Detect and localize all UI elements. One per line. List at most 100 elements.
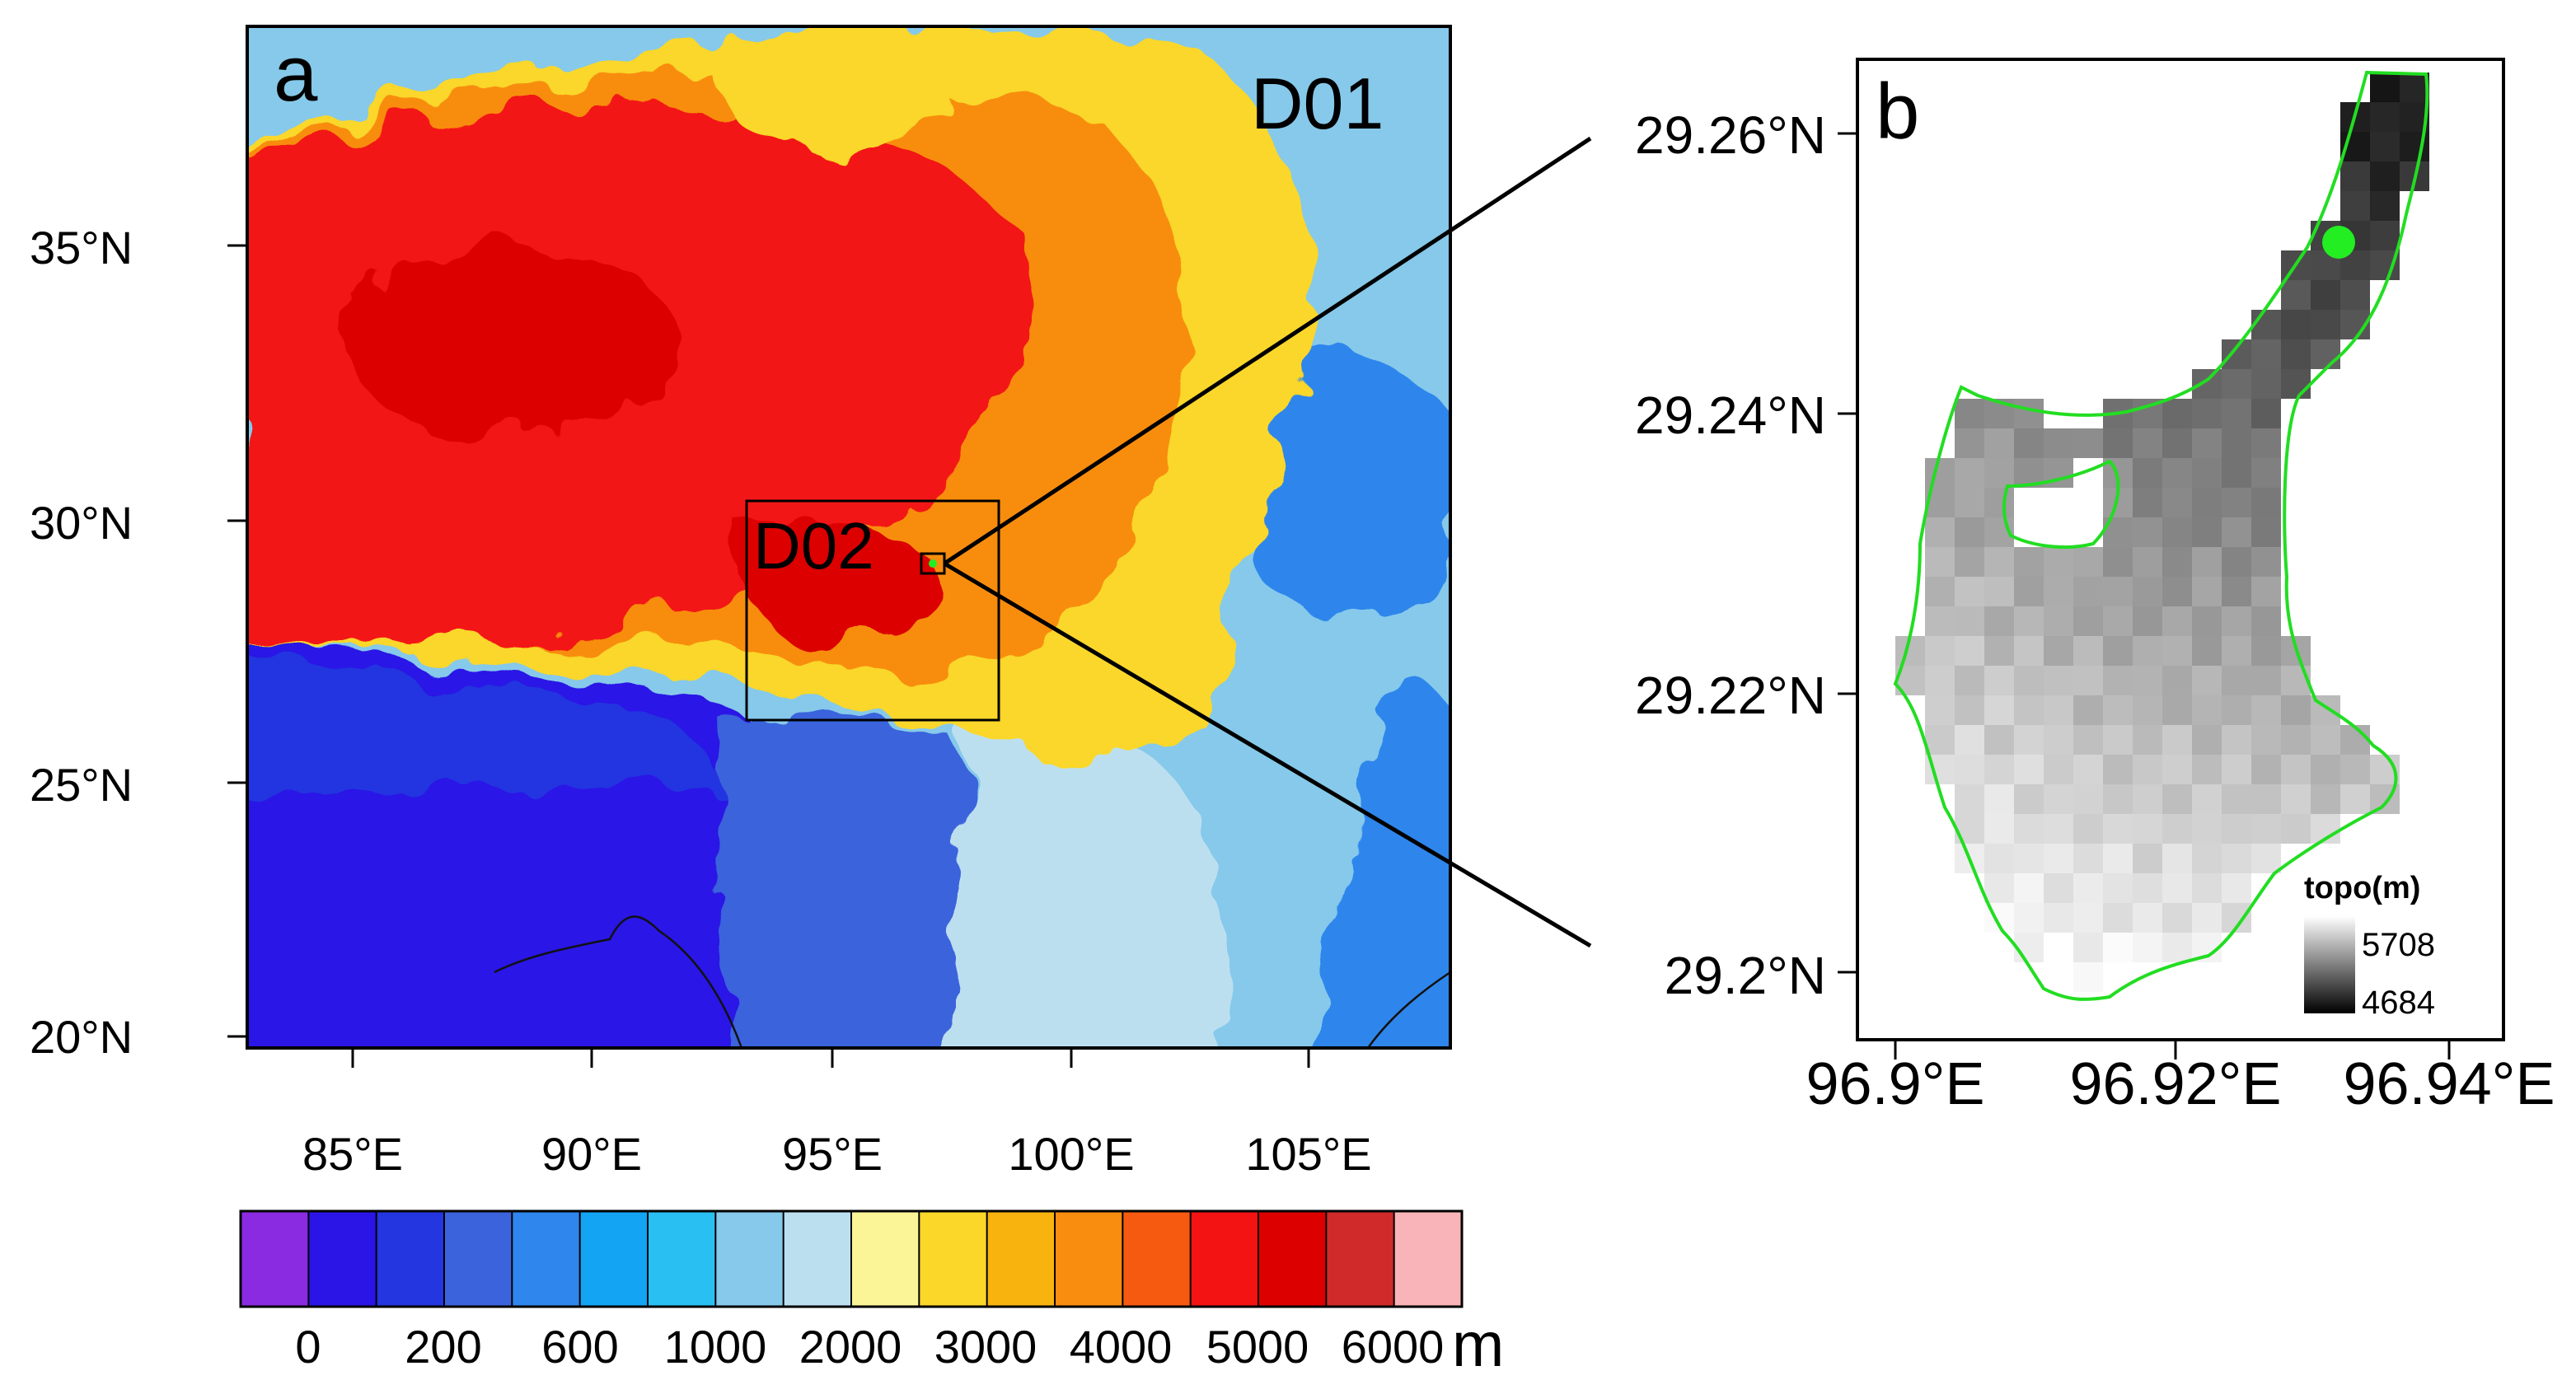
- topo-cell: [2222, 547, 2251, 577]
- topo-cell: [2192, 458, 2222, 488]
- topo-cell: [2222, 844, 2251, 873]
- topo-cell: [2044, 844, 2073, 873]
- topo-cell: [2162, 428, 2192, 458]
- topo-cell: [1925, 458, 1955, 488]
- topo-cell: [2340, 755, 2370, 784]
- topo-cell: [2103, 666, 2133, 695]
- topo-cell: [2192, 636, 2222, 666]
- panel-b-lon-axis: 96.9°E 96.92°E 96.94°E: [1806, 1040, 2555, 1117]
- topo-cell: [2311, 784, 2340, 814]
- topo-cell: [1955, 458, 1984, 488]
- topo-cell: [2222, 755, 2251, 784]
- lon-tick-label: 96.94°E: [2344, 1051, 2555, 1117]
- topo-cell: [1955, 428, 1984, 458]
- topo-cell: [2044, 962, 2073, 992]
- topo-cell: [2103, 903, 2133, 933]
- topo-cell: [2103, 725, 2133, 755]
- topo-cell: [2370, 161, 2400, 191]
- topo-cell: [2103, 755, 2133, 784]
- yunnan-light: [941, 709, 1226, 1048]
- topo-cell: [2073, 962, 2103, 992]
- colorbar-cell: [511, 1210, 582, 1307]
- topo-cell: [2370, 73, 2400, 102]
- topo-cell: [1955, 606, 1984, 636]
- topo-cell: [2340, 280, 2370, 310]
- topo-cell: [2103, 577, 2133, 606]
- topo-cell: [2014, 844, 2044, 873]
- panel-a-lat-axis: 35°N 30°N 25°N 20°N: [30, 222, 247, 1063]
- domain-d02-label: D02: [753, 509, 874, 582]
- topo-cell: [2251, 844, 2281, 873]
- topo-cell: [2311, 725, 2340, 755]
- topo-cell: [2281, 369, 2311, 399]
- colorbar-cell: [375, 1210, 446, 1307]
- basin-outline: [1893, 70, 2429, 1001]
- topo-cell: [2162, 933, 2192, 962]
- topo-cell: [2222, 458, 2251, 488]
- topo-cell: [2133, 458, 2162, 488]
- topo-cell: [2192, 844, 2222, 873]
- topo-cell: [2192, 577, 2222, 606]
- colorbar-label: 0: [295, 1321, 321, 1373]
- topo-cell: [2103, 784, 2133, 814]
- topo-cell: [2162, 636, 2192, 666]
- topo-cell: [1984, 458, 2014, 488]
- topo-cell: [2251, 458, 2281, 488]
- topo-cell: [2222, 725, 2251, 755]
- topo-cell: [2192, 488, 2222, 517]
- topo-cell: [2192, 399, 2222, 428]
- topo-cell: [2162, 903, 2192, 933]
- colorbar-label: 5000: [1206, 1321, 1309, 1373]
- topo-cell: [2133, 488, 2162, 517]
- colorbar-cell: [1189, 1210, 1260, 1307]
- colorbar-label: 1000: [664, 1321, 767, 1373]
- topo-cell: [2192, 695, 2222, 725]
- topo-cell: [2014, 784, 2044, 814]
- colorbar-label: 4000: [1070, 1321, 1173, 1373]
- colorbar: 0 200 600 1000 2000 3000 4000 5000 6000 …: [239, 1209, 1504, 1380]
- topo-cell: [2103, 844, 2133, 873]
- topo-cell: [2311, 310, 2340, 339]
- topo-cell: [1955, 784, 1984, 814]
- topo-cell: [2162, 784, 2192, 814]
- topo-cell: [2133, 755, 2162, 784]
- topo-cell: [1925, 547, 1955, 577]
- lon-tick-label: 95°E: [782, 1128, 883, 1180]
- topo-cell: [2044, 873, 2073, 903]
- sichuan-basin: [1247, 346, 1450, 613]
- topo-cell: [1955, 666, 1984, 695]
- topo-cell: [2222, 784, 2251, 814]
- topo-cell: [2044, 547, 2073, 577]
- topo-cell: [2014, 933, 2044, 962]
- topo-cell: [2044, 666, 2073, 695]
- topo-cell: [1984, 488, 2014, 517]
- topo-cell: [1925, 695, 1955, 725]
- topo-cell: [2251, 399, 2281, 428]
- topo-cell: [2251, 339, 2281, 369]
- topo-cell: [2044, 428, 2073, 458]
- topo-cell: [1984, 577, 2014, 606]
- colorbar-cell: [1122, 1210, 1192, 1307]
- lat-tick-label: 30°N: [30, 497, 133, 549]
- topo-cell: [2133, 577, 2162, 606]
- topo-cell: [2133, 695, 2162, 725]
- topo-cell: [2044, 725, 2073, 755]
- topo-cell: [1955, 547, 1984, 577]
- topo-cell: [2103, 428, 2133, 458]
- topo-cell: [2222, 606, 2251, 636]
- topo-cell: [2133, 636, 2162, 666]
- topo-cell: [2192, 814, 2222, 844]
- topo-cell: [2073, 547, 2103, 577]
- topo-cell: [2044, 606, 2073, 636]
- elevation-map: [247, 26, 1450, 1048]
- topo-cell: [2281, 280, 2311, 310]
- topo-cell: [1925, 606, 1955, 636]
- topo-cell: [2192, 873, 2222, 903]
- colorbar-label: 3000: [934, 1321, 1037, 1373]
- colorbar-cell: [307, 1210, 378, 1307]
- panel-b-letter: b: [1876, 68, 1919, 156]
- topo-cell: [2192, 755, 2222, 784]
- colorbar-cell: [714, 1210, 785, 1307]
- topo-cell: [2192, 428, 2222, 458]
